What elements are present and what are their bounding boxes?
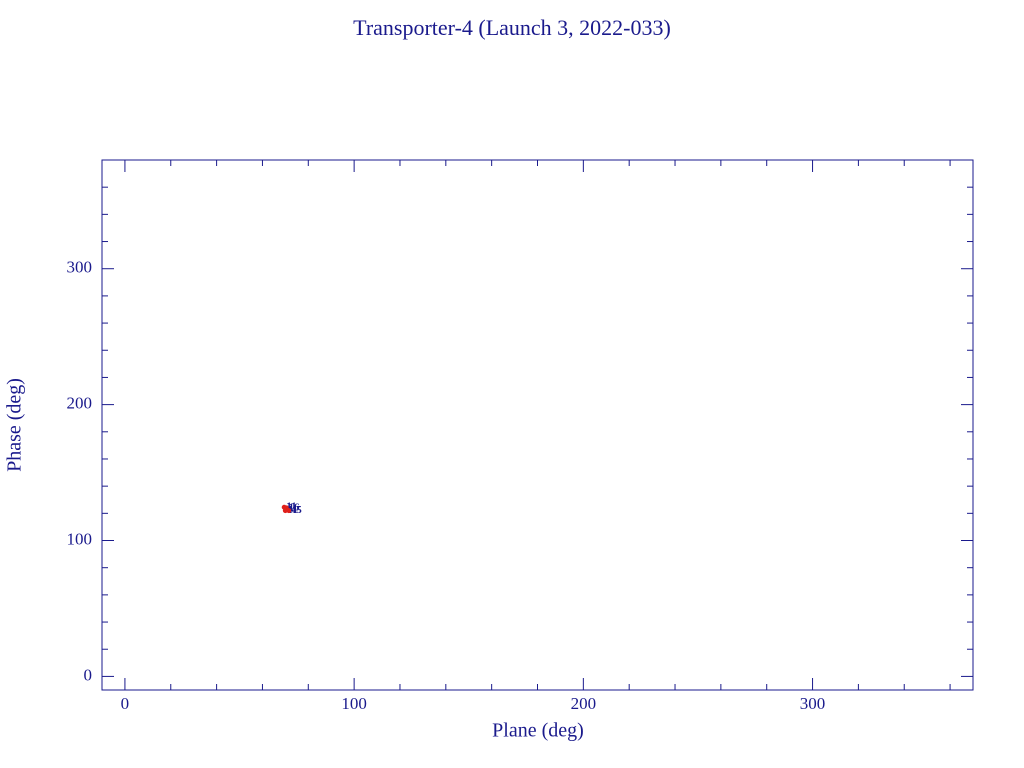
plot-frame	[101, 159, 974, 691]
y-tick-label: 0	[84, 665, 93, 684]
y-tick-label: 100	[67, 529, 93, 548]
point-label: 11	[287, 504, 297, 516]
point	[282, 508, 288, 514]
point-label: 11	[286, 501, 296, 513]
y-tick-label: 300	[67, 258, 93, 277]
chart-title: Transporter-4 (Launch 3, 2022-033)	[353, 15, 671, 40]
x-axis-label: Plane (deg)	[492, 720, 584, 742]
x-tick-label: 100	[341, 694, 367, 713]
x-tick-label: 200	[571, 694, 597, 713]
y-tick-label: 200	[67, 394, 93, 413]
point	[286, 508, 292, 514]
point-label: 16	[289, 501, 301, 513]
point-label: 45	[291, 504, 303, 516]
x-tick-label: 0	[121, 694, 130, 713]
x-tick-label: 300	[800, 694, 826, 713]
y-axis-label: Phase (deg)	[4, 378, 26, 472]
